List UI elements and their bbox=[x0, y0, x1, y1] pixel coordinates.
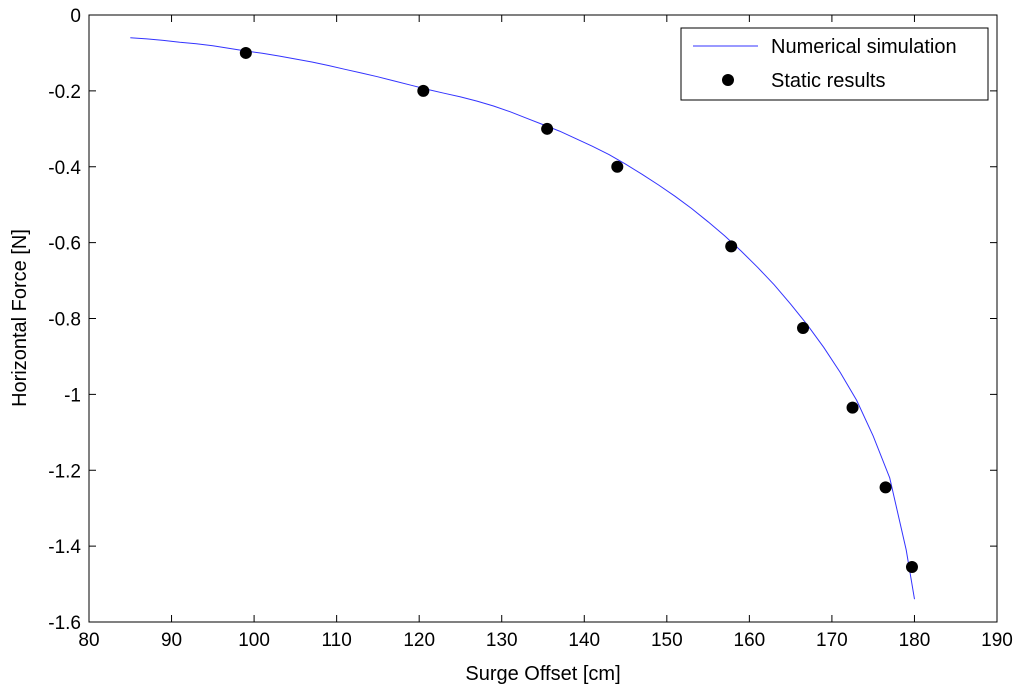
static-result-point bbox=[905, 560, 918, 573]
y-tick-label: 0 bbox=[70, 6, 81, 27]
series-line-numerical-simulation bbox=[130, 37, 915, 600]
tick-labels: 80 90 100 110 120 130 140 150 160 170 180 190 0 -0.2 -… bbox=[48, 6, 1013, 651]
x-tick-label: 130 bbox=[486, 630, 518, 651]
x-tick-label: 80 bbox=[78, 630, 99, 651]
x-tick-label: 100 bbox=[238, 630, 270, 651]
static-result-point bbox=[879, 481, 892, 494]
x-tick-label: 90 bbox=[161, 630, 182, 651]
plot-frame bbox=[88, 14, 998, 623]
y-tick-label: -1 bbox=[64, 385, 81, 406]
x-tick-label: 160 bbox=[734, 630, 766, 651]
plot-area bbox=[89, 15, 997, 622]
x-tick-label: 180 bbox=[899, 630, 931, 651]
legend-label-numerical-simulation: Numerical simulation bbox=[771, 36, 957, 58]
y-tick-label: -1.2 bbox=[48, 461, 81, 482]
static-result-point bbox=[611, 160, 624, 173]
x-axis-title: Surge Offset [cm] bbox=[465, 663, 620, 685]
x-tick-label: 190 bbox=[981, 630, 1013, 651]
series-layer bbox=[130, 37, 918, 600]
x-tick-label: 170 bbox=[816, 630, 848, 651]
legend-box bbox=[680, 27, 989, 101]
y-tick-label: -0.4 bbox=[48, 158, 81, 179]
y-tick-label: -0.6 bbox=[48, 234, 81, 255]
y-tick-label: -0.2 bbox=[48, 82, 81, 103]
y-tick-label: -1.6 bbox=[48, 613, 81, 634]
legend-marker-swatch bbox=[722, 74, 734, 86]
x-tick-label: 140 bbox=[568, 630, 600, 651]
static-result-point bbox=[797, 321, 810, 334]
legend-label-static-results: Static results bbox=[771, 70, 885, 92]
y-axis-title: Horizontal Force [N] bbox=[9, 229, 31, 407]
x-tick-label: 150 bbox=[651, 630, 683, 651]
static-result-point bbox=[725, 240, 738, 253]
x-tick-label: 110 bbox=[321, 630, 351, 651]
y-tick-label: -1.4 bbox=[48, 537, 81, 558]
y-tick-label: -0.8 bbox=[48, 310, 81, 331]
static-result-point bbox=[239, 46, 252, 59]
static-result-point bbox=[541, 122, 554, 135]
x-tick-label: 120 bbox=[403, 630, 435, 651]
static-result-point bbox=[846, 401, 859, 414]
legend: Numerical simulation Static results bbox=[680, 27, 989, 101]
static-result-point bbox=[417, 84, 430, 97]
